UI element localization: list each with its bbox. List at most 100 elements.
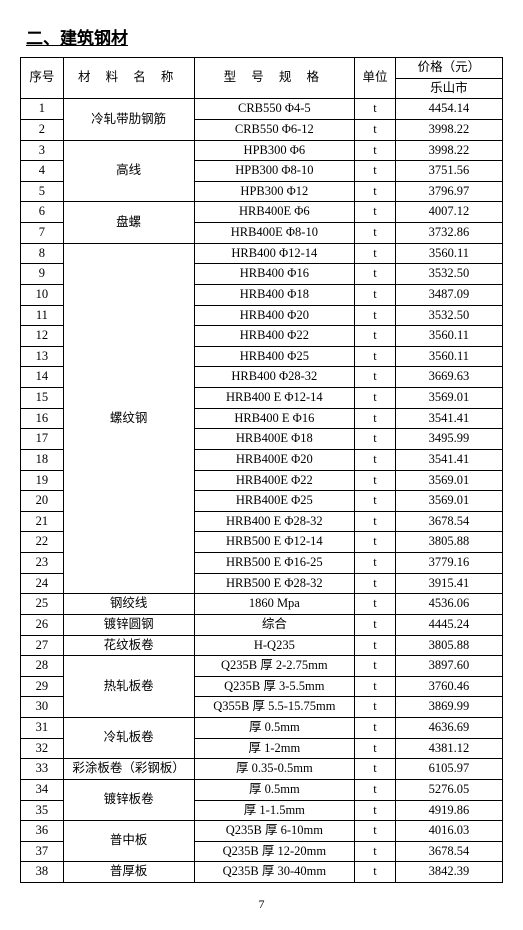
table-row: 36普中板Q235B 厚 6-10mmt4016.03: [21, 821, 503, 842]
cell-seq: 20: [21, 491, 64, 512]
cell-seq: 21: [21, 511, 64, 532]
cell-price: 3869.99: [395, 697, 502, 718]
table-row: 38普厚板Q235B 厚 30-40mmt3842.39: [21, 862, 503, 883]
cell-material-name: 花纹板卷: [63, 635, 194, 656]
col-price-group: 价格（元）: [395, 58, 502, 79]
cell-spec: 厚 0.5mm: [194, 779, 355, 800]
cell-unit: t: [355, 573, 396, 594]
cell-material-name: 镀锌板卷: [63, 779, 194, 820]
page-number: 7: [20, 897, 503, 912]
table-row: 34镀锌板卷厚 0.5mmt5276.05: [21, 779, 503, 800]
cell-price: 3532.50: [395, 264, 502, 285]
cell-spec: Q235B 厚 12-20mm: [194, 841, 355, 862]
cell-unit: t: [355, 532, 396, 553]
cell-unit: t: [355, 326, 396, 347]
cell-price: 4381.12: [395, 738, 502, 759]
cell-price: 3760.46: [395, 676, 502, 697]
cell-seq: 4: [21, 161, 64, 182]
cell-material-name: 冷轧带肋钢筋: [63, 99, 194, 140]
cell-material-name: 镀锌圆钢: [63, 614, 194, 635]
cell-spec: 厚 1-1.5mm: [194, 800, 355, 821]
cell-material-name: 普中板: [63, 821, 194, 862]
cell-spec: HRB400E Φ20: [194, 449, 355, 470]
cell-spec: HRB400 Φ20: [194, 305, 355, 326]
cell-spec: HPB300 Φ6: [194, 140, 355, 161]
cell-seq: 27: [21, 635, 64, 656]
cell-seq: 11: [21, 305, 64, 326]
cell-spec: HRB500 E Φ12-14: [194, 532, 355, 553]
cell-material-name: 冷轧板卷: [63, 718, 194, 759]
cell-spec: HPB300 Φ12: [194, 181, 355, 202]
cell-unit: t: [355, 511, 396, 532]
cell-spec: HRB400E Φ6: [194, 202, 355, 223]
cell-unit: t: [355, 388, 396, 409]
cell-spec: HRB400 Φ25: [194, 346, 355, 367]
cell-price: 3569.01: [395, 388, 502, 409]
cell-seq: 31: [21, 718, 64, 739]
cell-spec: HRB400 E Φ12-14: [194, 388, 355, 409]
cell-unit: t: [355, 429, 396, 450]
cell-spec: Q355B 厚 5.5-15.75mm: [194, 697, 355, 718]
cell-spec: CRB550 Φ6-12: [194, 119, 355, 140]
table-row: 1冷轧带肋钢筋CRB550 Φ4-5t4454.14: [21, 99, 503, 120]
cell-unit: t: [355, 841, 396, 862]
cell-price: 3541.41: [395, 408, 502, 429]
cell-unit: t: [355, 594, 396, 615]
cell-seq: 26: [21, 614, 64, 635]
cell-unit: t: [355, 99, 396, 120]
cell-spec: 综合: [194, 614, 355, 635]
cell-price: 3805.88: [395, 635, 502, 656]
table-row: 25钢绞线1860 Mpat4536.06: [21, 594, 503, 615]
cell-unit: t: [355, 697, 396, 718]
cell-seq: 5: [21, 181, 64, 202]
table-row: 33彩涂板卷（彩钢板）厚 0.35-0.5mmt6105.97: [21, 759, 503, 780]
cell-seq: 32: [21, 738, 64, 759]
table-row: 8螺纹钢HRB400 Φ12-14t3560.11: [21, 243, 503, 264]
col-unit: 单位: [355, 58, 396, 99]
cell-spec: 厚 0.5mm: [194, 718, 355, 739]
cell-seq: 28: [21, 656, 64, 677]
cell-material-name: 普厚板: [63, 862, 194, 883]
cell-unit: t: [355, 243, 396, 264]
cell-seq: 37: [21, 841, 64, 862]
cell-spec: Q235B 厚 30-40mm: [194, 862, 355, 883]
cell-spec: HRB400E Φ18: [194, 429, 355, 450]
table-row: 27花纹板卷H-Q235t3805.88: [21, 635, 503, 656]
cell-price: 5276.05: [395, 779, 502, 800]
cell-unit: t: [355, 635, 396, 656]
cell-price: 3897.60: [395, 656, 502, 677]
cell-price: 3998.22: [395, 119, 502, 140]
cell-unit: t: [355, 223, 396, 244]
cell-seq: 8: [21, 243, 64, 264]
cell-price: 3669.63: [395, 367, 502, 388]
cell-unit: t: [355, 449, 396, 470]
cell-spec: Q235B 厚 2-2.75mm: [194, 656, 355, 677]
cell-material-name: 彩涂板卷（彩钢板）: [63, 759, 194, 780]
cell-unit: t: [355, 656, 396, 677]
cell-seq: 33: [21, 759, 64, 780]
cell-price: 4445.24: [395, 614, 502, 635]
cell-price: 3495.99: [395, 429, 502, 450]
cell-seq: 17: [21, 429, 64, 450]
cell-seq: 35: [21, 800, 64, 821]
cell-price: 3560.11: [395, 326, 502, 347]
cell-unit: t: [355, 264, 396, 285]
table-row: 28热轧板卷Q235B 厚 2-2.75mmt3897.60: [21, 656, 503, 677]
cell-seq: 24: [21, 573, 64, 594]
cell-price: 3805.88: [395, 532, 502, 553]
cell-unit: t: [355, 862, 396, 883]
cell-material-name: 螺纹钢: [63, 243, 194, 594]
cell-spec: HRB400 Φ28-32: [194, 367, 355, 388]
cell-spec: HRB500 E Φ28-32: [194, 573, 355, 594]
cell-price: 3541.41: [395, 449, 502, 470]
cell-unit: t: [355, 759, 396, 780]
cell-seq: 3: [21, 140, 64, 161]
cell-unit: t: [355, 800, 396, 821]
cell-seq: 36: [21, 821, 64, 842]
cell-unit: t: [355, 119, 396, 140]
cell-material-name: 钢绞线: [63, 594, 194, 615]
cell-spec: 1860 Mpa: [194, 594, 355, 615]
col-seq: 序号: [21, 58, 64, 99]
col-spec: 型 号 规 格: [194, 58, 355, 99]
cell-price: 3732.86: [395, 223, 502, 244]
